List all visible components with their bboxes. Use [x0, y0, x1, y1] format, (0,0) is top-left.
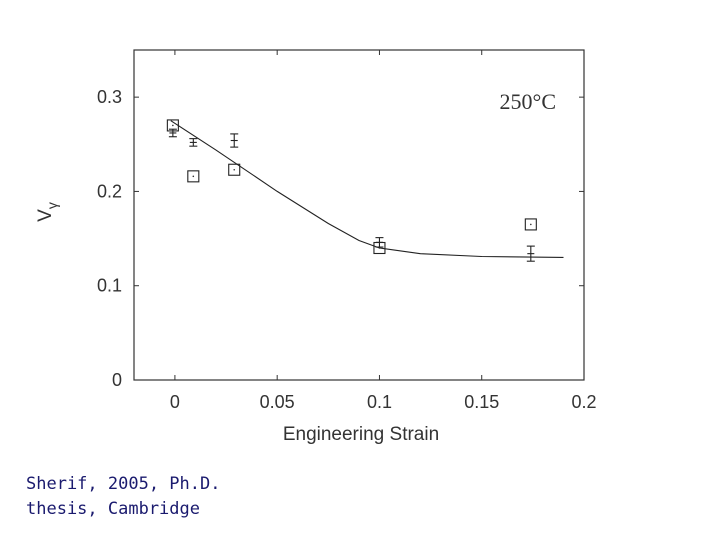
y-tick-label: 0: [112, 370, 122, 390]
square-point-dot: [192, 175, 195, 178]
points: [166, 119, 537, 262]
y-axis-label-main: V: [35, 209, 56, 222]
caption-line-2: thesis, Cambridge: [26, 499, 200, 519]
square-point-dot: [233, 168, 236, 171]
square-point: [187, 170, 200, 183]
y-axis-label-sub: γ: [44, 202, 60, 209]
svg-text:Vγ: Vγ: [35, 202, 60, 222]
x-tick-label: 0.1: [367, 392, 392, 412]
source-caption: Sherif, 2005, Ph.D. thesis, Cambridge: [26, 472, 220, 522]
y-axis-label: Vγ: [35, 202, 60, 222]
square-point-dot: [530, 223, 532, 226]
square-point: [228, 163, 241, 176]
x-tick-label: 0.2: [571, 392, 596, 412]
x-tick-label: 0: [170, 392, 180, 412]
y-tick-label: 0.2: [97, 181, 122, 201]
plot-frame: [133, 49, 585, 381]
square-point: [524, 218, 537, 231]
x-axis-label: Engineering Strain: [283, 424, 439, 445]
x-tick-label: 0.15: [464, 392, 499, 412]
x-tick-label: 0.05: [260, 392, 295, 412]
ticks: 0 0.05 0.1 0.15 0.2 0 0.1 0.2 0.3: [97, 50, 597, 412]
fit-layer: [170, 120, 564, 258]
fit-curve: [170, 120, 564, 258]
temperature-annotation: 250°C: [500, 89, 556, 114]
y-tick-label: 0.3: [97, 87, 122, 107]
caption-line-1: Sherif, 2005, Ph.D.: [26, 474, 221, 494]
y-tick-label: 0.1: [97, 276, 122, 296]
square-point-dot: [172, 124, 174, 127]
